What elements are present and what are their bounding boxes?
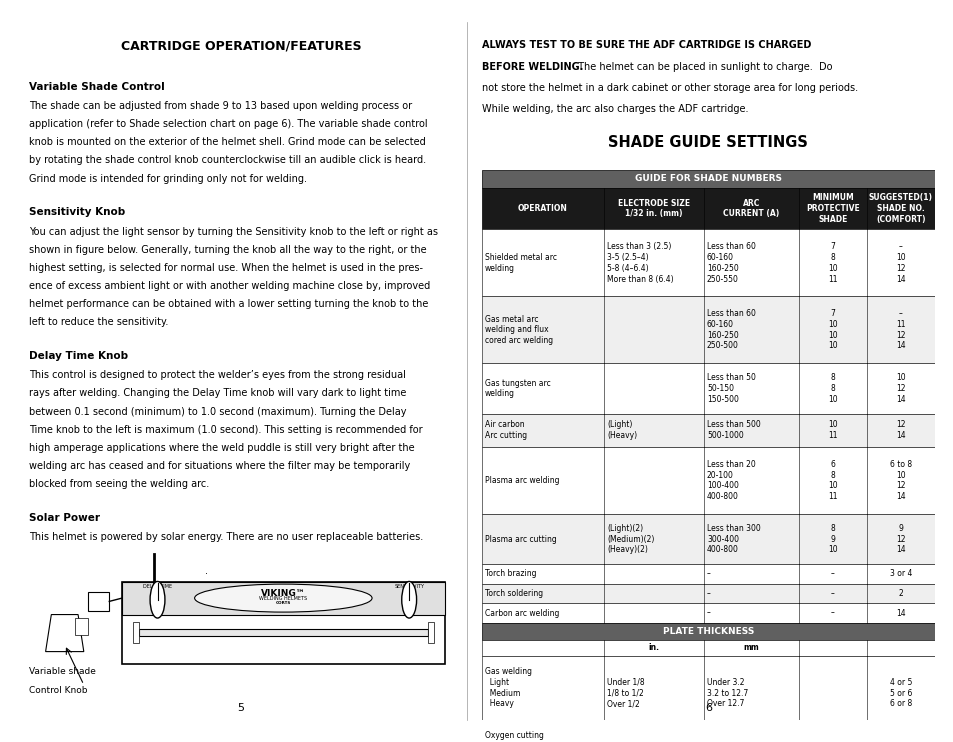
Ellipse shape [194, 584, 372, 612]
Text: Solar Power: Solar Power [29, 513, 99, 522]
Text: Under 1
1 to 6
Over 6: Under 1 1 to 6 Over 6 [607, 731, 637, 742]
Text: Torch brazing: Torch brazing [484, 569, 536, 579]
Text: 14: 14 [895, 608, 904, 617]
Text: 6 to 8
10
12
14: 6 to 8 10 12 14 [889, 460, 911, 501]
Text: blocked from seeing the welding arc.: blocked from seeing the welding arc. [29, 479, 209, 489]
Text: Less than 3 (2.5)
3-5 (2.5–4)
5-8 (4–6.4)
More than 8 (6.4): Less than 3 (2.5) 3-5 (2.5–4) 5-8 (4–6.4… [607, 243, 673, 283]
Text: –: – [830, 589, 834, 598]
Ellipse shape [150, 582, 165, 618]
Text: in.: in. [648, 643, 659, 652]
Text: –: – [706, 589, 710, 598]
Text: Less than 300
300-400
400-800: Less than 300 300-400 400-800 [706, 524, 760, 554]
Text: Under 1/8
1/8 to 1/2
Over 1/2: Under 1/8 1/8 to 1/2 Over 1/2 [607, 667, 644, 709]
Text: GUIDE FOR SHADE NUMBERS: GUIDE FOR SHADE NUMBERS [634, 174, 781, 183]
Text: Delay Time Knob: Delay Time Knob [29, 351, 128, 361]
Text: 5: 5 [237, 703, 244, 713]
Bar [481, 603, 934, 623]
Text: Grind mode is intended for grinding only not for welding.: Grind mode is intended for grinding only… [29, 174, 306, 183]
Text: –: – [706, 608, 710, 617]
Text: MINIMUM
PROTECTIVE
SHADE: MINIMUM PROTECTIVE SHADE [805, 193, 859, 224]
Text: ence of excess ambient light or with another welding machine close by, improved: ence of excess ambient light or with ano… [29, 281, 430, 291]
Bar [122, 582, 444, 664]
Text: –
10
12
14: – 10 12 14 [895, 243, 904, 283]
Bar [481, 584, 934, 603]
Text: 8
9
10: 8 9 10 [827, 524, 837, 554]
Text: 2: 2 [898, 589, 902, 598]
Bar [481, 188, 934, 229]
Text: You can adjust the light sensor by turning the Sensitivity knob to the left or r: You can adjust the light sensor by turni… [29, 226, 437, 237]
Text: 9
12
14: 9 12 14 [895, 524, 904, 554]
Text: Less than 60
60-160
160-250
250-550: Less than 60 60-160 160-250 250-550 [706, 243, 755, 283]
Text: high amperage applications where the weld puddle is still very bright after the: high amperage applications where the wel… [29, 443, 414, 453]
Text: The helmet can be placed in sunlight to charge.  Do: The helmet can be placed in sunlight to … [574, 62, 831, 72]
Polygon shape [46, 614, 84, 651]
Bar [88, 591, 110, 611]
Text: Less than 20
20-100
100-400
400-800: Less than 20 20-100 100-400 400-800 [706, 460, 755, 501]
Bar [481, 170, 934, 188]
Text: Gas tungsten arc
welding: Gas tungsten arc welding [484, 378, 550, 398]
Bar [481, 564, 934, 584]
Text: Plasma arc welding: Plasma arc welding [484, 476, 558, 485]
Text: VIKING™: VIKING™ [261, 588, 305, 597]
Text: While welding, the arc also charges the ADF cartridge.: While welding, the arc also charges the … [481, 104, 747, 114]
Text: Torch soldering: Torch soldering [484, 589, 542, 598]
Text: (Light)(2)
(Medium)(2)
(Heavy)(2): (Light)(2) (Medium)(2) (Heavy)(2) [607, 524, 654, 554]
Bar [427, 623, 434, 643]
Text: This helmet is powered by solar energy. There are no user replaceable batteries.: This helmet is powered by solar energy. … [29, 532, 422, 542]
Text: 8
8
10: 8 8 10 [827, 373, 837, 404]
Text: Plasma arc cutting: Plasma arc cutting [484, 534, 557, 544]
Text: 4 or 5
5 or 6
6 or 8: 4 or 5 5 or 6 6 or 8 [889, 667, 911, 709]
Bar [481, 623, 934, 640]
Text: Variable Shade Control: Variable Shade Control [29, 82, 164, 91]
Text: Control Knob: Control Knob [29, 686, 87, 695]
Text: 7
10
10
10: 7 10 10 10 [827, 309, 837, 350]
Bar [481, 413, 934, 447]
Text: welding arc has ceased and for situations where the filter may be temporarily: welding arc has ceased and for situation… [29, 461, 410, 471]
Text: Under 3.2
3.2 to 12.7
Over 12.7: Under 3.2 3.2 to 12.7 Over 12.7 [706, 667, 747, 709]
Bar [481, 296, 934, 364]
Text: Variable shade: Variable shade [29, 668, 95, 677]
Bar [481, 720, 934, 742]
Text: OPERATION: OPERATION [517, 204, 567, 213]
Bar [481, 514, 934, 564]
Text: 6
8
10
11: 6 8 10 11 [827, 460, 837, 501]
Text: between 0.1 second (minimum) to 1.0 second (maximum). Turning the Delay: between 0.1 second (minimum) to 1.0 seco… [29, 407, 406, 416]
Bar [481, 640, 934, 656]
Bar [139, 628, 427, 636]
Text: rays after welding. Changing the Delay Time knob will vary dark to light time: rays after welding. Changing the Delay T… [29, 389, 406, 398]
Text: Time knob to the left is maximum (1.0 second). This setting is recommended for: Time knob to the left is maximum (1.0 se… [29, 424, 422, 435]
Text: Sensitivity Knob: Sensitivity Knob [29, 207, 125, 217]
Text: Less than 60
60-160
160-250
250-500: Less than 60 60-160 160-250 250-500 [706, 309, 755, 350]
Text: This control is designed to protect the welder’s eyes from the strong residual: This control is designed to protect the … [29, 370, 405, 381]
Text: (Light)
(Heavy): (Light) (Heavy) [607, 421, 637, 440]
Text: –: – [830, 608, 834, 617]
Text: Carbon arc welding: Carbon arc welding [484, 608, 558, 617]
Text: ALWAYS TEST TO BE SURE THE ADF CARTRIDGE IS CHARGED: ALWAYS TEST TO BE SURE THE ADF CARTRIDGE… [481, 39, 810, 50]
Bar [122, 582, 444, 614]
Text: ARC
CURRENT (A): ARC CURRENT (A) [722, 199, 779, 218]
Text: CORTS: CORTS [275, 601, 291, 605]
Text: knob is mounted on the exterior of the helmet shell. Grind mode can be selected: knob is mounted on the exterior of the h… [29, 137, 425, 148]
Text: mm: mm [742, 643, 759, 652]
Text: DELAY TIME: DELAY TIME [143, 584, 172, 589]
Text: .: . [205, 565, 208, 576]
Text: not store the helmet in a dark cabinet or other storage area for long periods.: not store the helmet in a dark cabinet o… [481, 83, 857, 93]
Text: 12
14: 12 14 [895, 421, 904, 440]
Bar [132, 623, 139, 643]
Text: 10
11: 10 11 [827, 421, 837, 440]
Text: 3 or 4
4 or 5
5 or 6: 3 or 4 4 or 5 5 or 6 [889, 731, 911, 742]
Text: SENSITIVITY: SENSITIVITY [394, 584, 424, 589]
Text: application (refer to Shade selection chart on page 6). The variable shade contr: application (refer to Shade selection ch… [29, 119, 427, 129]
Text: Air carbon
Arc cutting: Air carbon Arc cutting [484, 421, 526, 440]
Text: left to reduce the sensitivity.: left to reduce the sensitivity. [29, 318, 168, 327]
Text: helmet performance can be obtained with a lower setting turning the knob to the: helmet performance can be obtained with … [29, 299, 428, 309]
Text: The shade can be adjusted from shade 9 to 13 based upon welding process or: The shade can be adjusted from shade 9 t… [29, 101, 412, 111]
Bar [481, 447, 934, 514]
Bar [481, 656, 934, 720]
Text: PLATE THICKNESS: PLATE THICKNESS [662, 627, 753, 636]
Text: SHADE GUIDE SETTINGS: SHADE GUIDE SETTINGS [608, 135, 807, 150]
Text: –
11
12
14: – 11 12 14 [895, 309, 904, 350]
Bar [481, 364, 934, 413]
Text: Less than 50
50-150
150-500: Less than 50 50-150 150-500 [706, 373, 755, 404]
Ellipse shape [401, 582, 416, 618]
